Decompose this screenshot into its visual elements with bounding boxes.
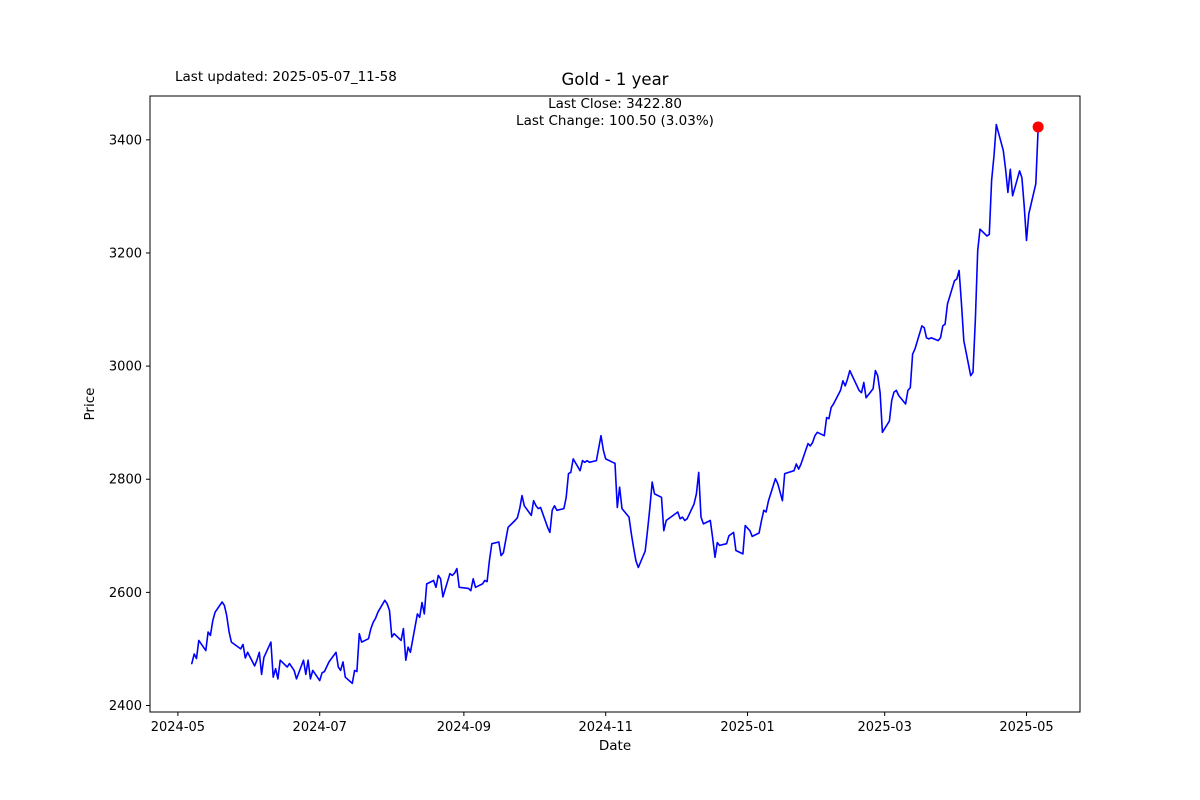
chart-title: Gold - 1 year xyxy=(561,70,669,89)
price-line xyxy=(191,123,1039,685)
x-axis-label: Date xyxy=(598,738,632,754)
plot-area-border xyxy=(149,95,1081,713)
y-tick-label: 3200 xyxy=(109,246,142,261)
y-tick-label: 2400 xyxy=(109,699,142,714)
y-tick-label: 2800 xyxy=(109,473,142,488)
last-close-line: Last Close: 3422.80 xyxy=(548,96,682,112)
x-tick-label: 2024-07 xyxy=(293,720,347,735)
y-tick-label: 3400 xyxy=(109,133,142,148)
x-tick-label: 2025-01 xyxy=(720,720,774,735)
x-tick-label: 2025-05 xyxy=(999,720,1053,735)
x-tick-label: 2024-11 xyxy=(579,720,633,735)
x-tick-label: 2024-09 xyxy=(437,720,491,735)
last-change-line: Last Change: 100.50 (3.03%) xyxy=(516,113,714,129)
x-tick-label: 2024-05 xyxy=(151,720,205,735)
last-updated-label: Last updated: 2025-05-07_11-58 xyxy=(175,69,397,85)
y-tick-label: 2600 xyxy=(109,586,142,601)
x-tick-label: 2025-03 xyxy=(858,720,912,735)
last-close-marker xyxy=(1032,121,1044,133)
last-close-annotation: Last Close: 3422.80 Last Change: 100.50 … xyxy=(150,96,1080,130)
y-tick-label: 3000 xyxy=(109,360,142,375)
